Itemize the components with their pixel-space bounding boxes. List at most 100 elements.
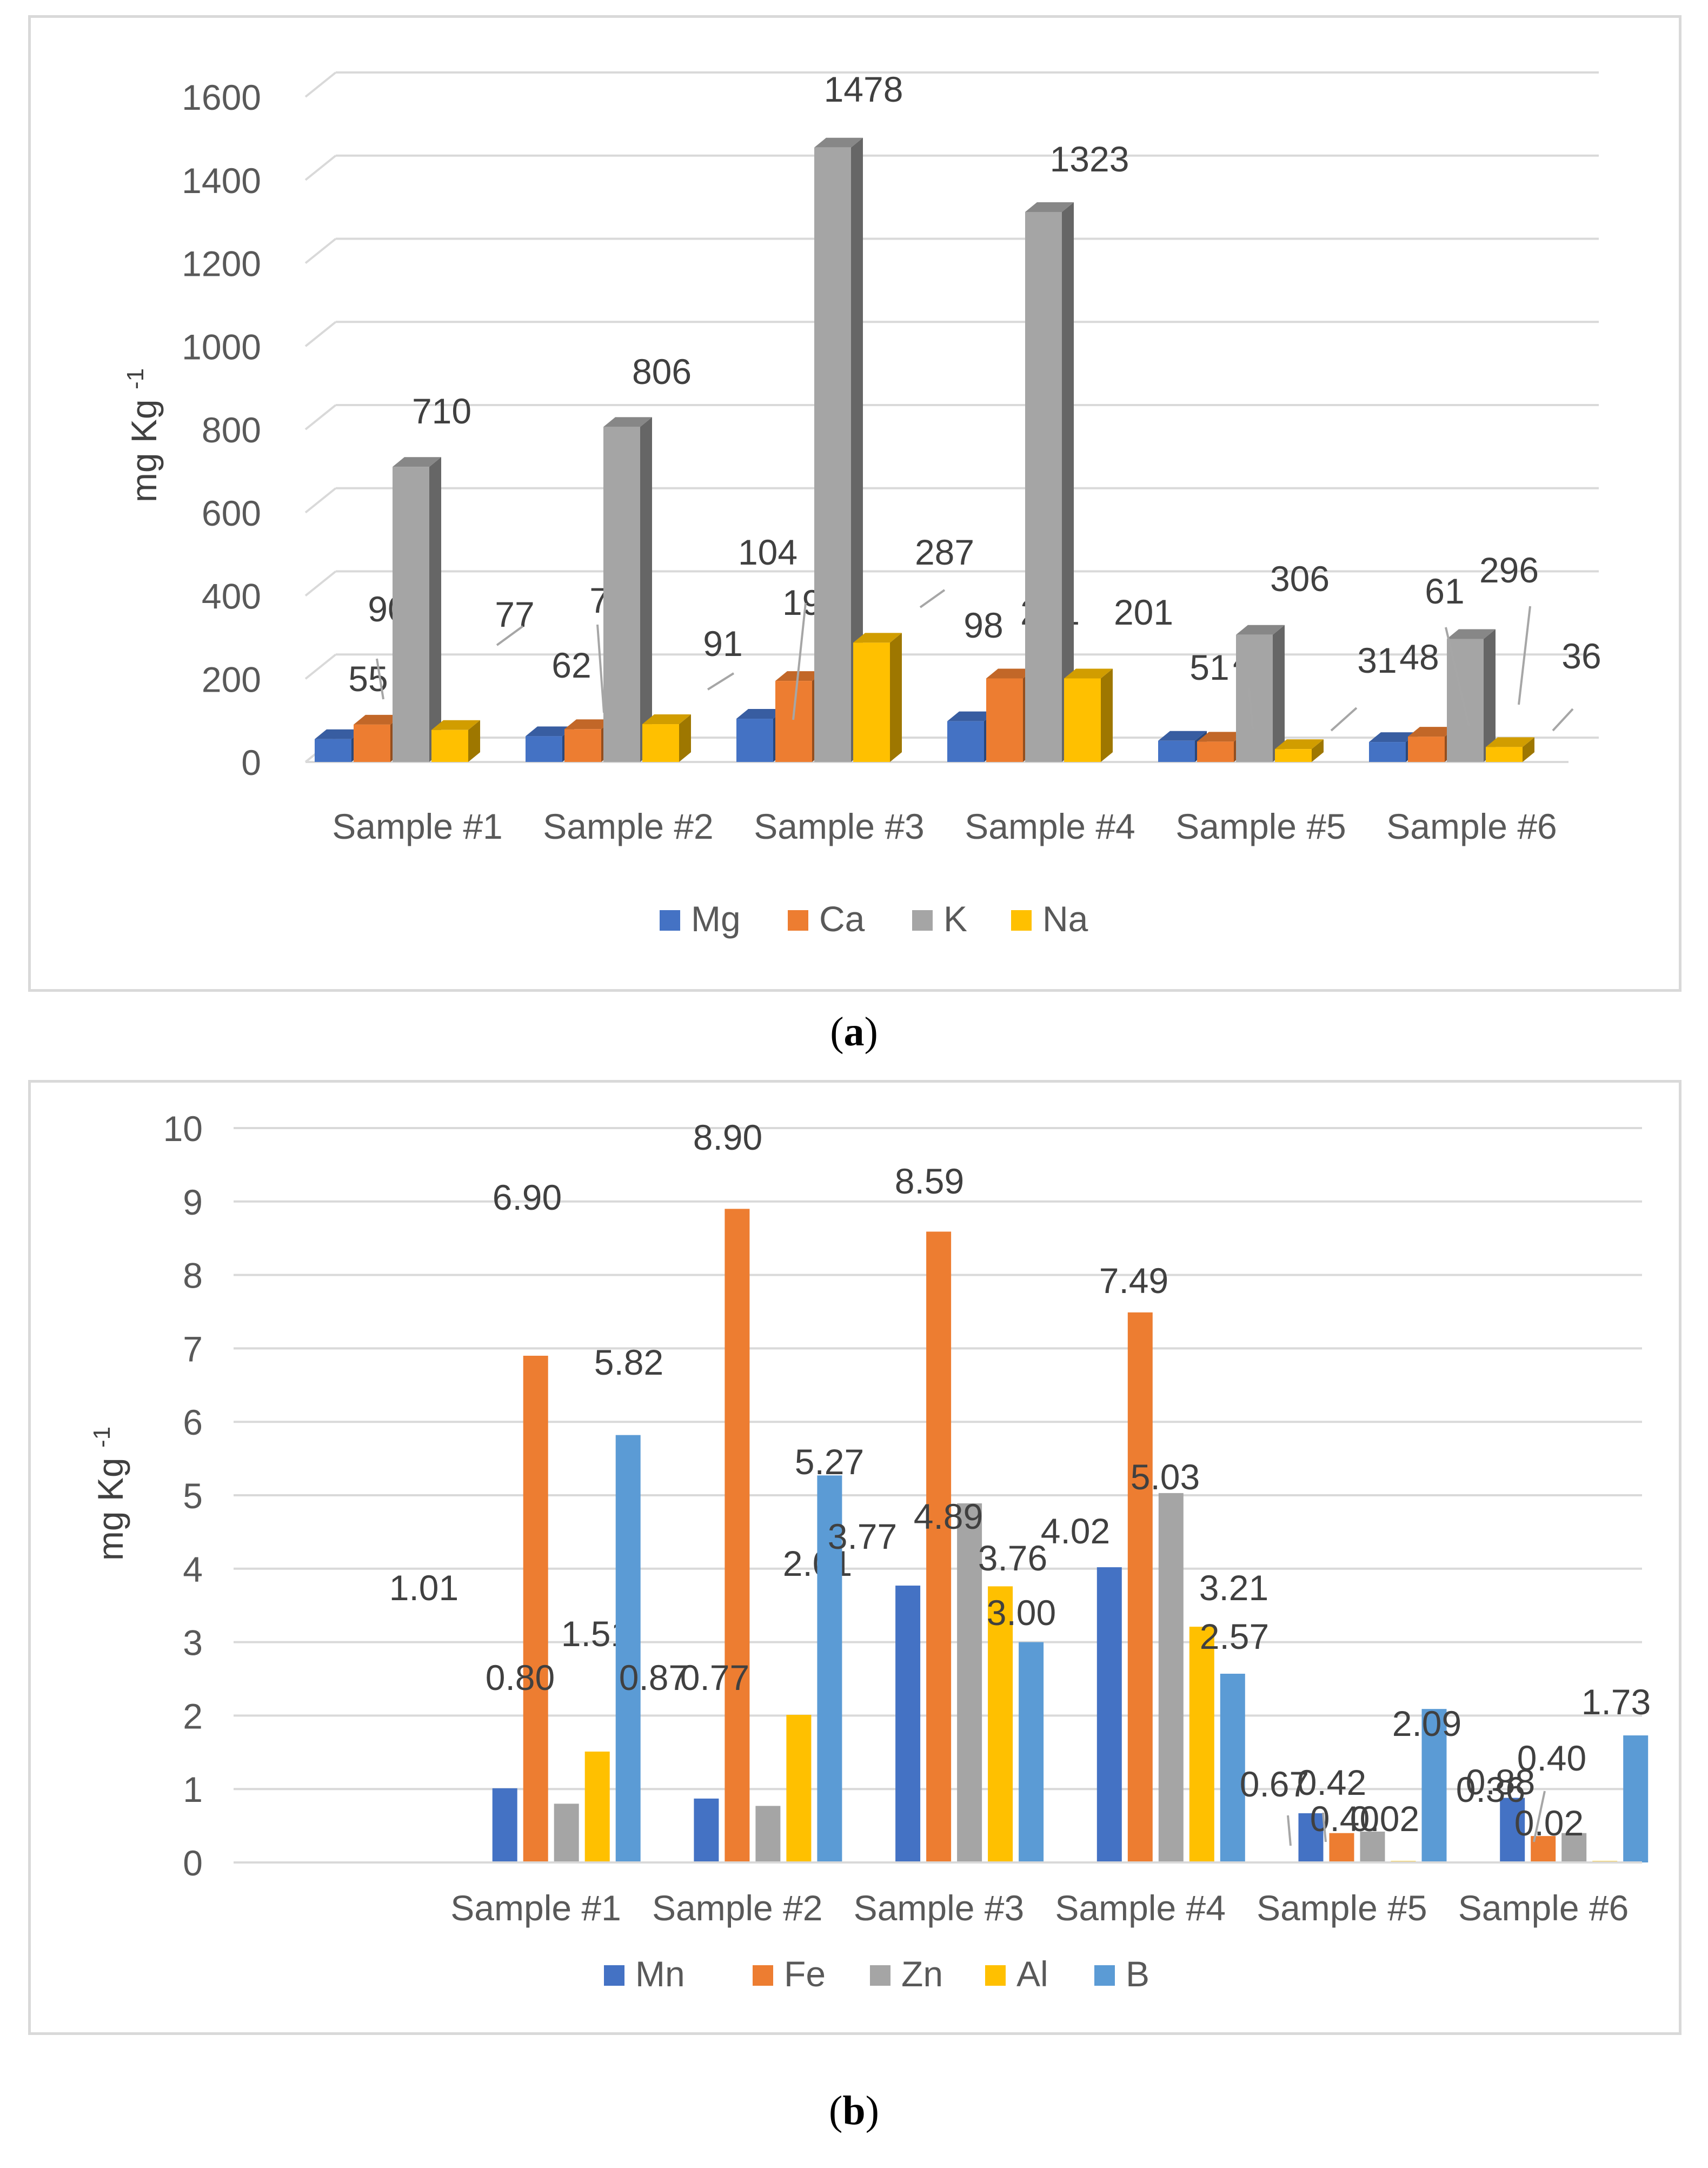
x-tick-label: Sample #2	[652, 1888, 823, 1928]
bar-mn	[492, 1788, 517, 1862]
leader-line	[1248, 688, 1254, 730]
data-label: 0.40	[1517, 1738, 1586, 1778]
legend-label-ca: Ca	[819, 899, 865, 939]
chart-b-panel: 0 1 2 3 4 5 6 7 8 9 10 mg Kg -1 1.01 6.90 0.80 1.51 5.82…	[28, 1080, 1682, 2035]
bar-side-na	[890, 633, 902, 762]
gridline-diagonal	[304, 71, 337, 98]
bar-na	[1275, 749, 1312, 762]
legend-swatch-mn	[604, 1965, 624, 1986]
bar-b	[1019, 1642, 1044, 1862]
bar-k	[1236, 634, 1273, 762]
legend-swatch-na	[1011, 910, 1032, 931]
caption-a: (a)	[830, 1009, 878, 1055]
leader-line	[1533, 1791, 1546, 1842]
x-tick-label: Sample #5	[1257, 1888, 1427, 1928]
data-label: 3.77	[828, 1516, 897, 1556]
bar-mg	[947, 721, 984, 762]
legend-label-fe: Fe	[784, 1954, 826, 1994]
legend-label-mn: Mn	[635, 1954, 685, 1994]
x-tick-label: Sample #3	[754, 806, 925, 846]
bar-na	[642, 724, 679, 762]
gridline-diagonal	[304, 321, 337, 347]
bar-top-ca	[564, 719, 613, 730]
y-tick-label: 0	[241, 742, 261, 783]
bar-fe	[1127, 1312, 1153, 1862]
gridline-diagonal	[304, 653, 337, 680]
legend-swatch-al	[985, 1965, 1006, 1986]
gridline-diagonal	[304, 237, 337, 264]
bar-fe	[1329, 1833, 1354, 1862]
bar-top-mg	[736, 709, 785, 719]
legend-swatch-k	[912, 910, 933, 931]
data-label: 48	[1399, 637, 1439, 677]
gridline-diagonal	[304, 155, 337, 181]
data-label: 2.57	[1200, 1616, 1269, 1656]
leader-line	[376, 658, 384, 700]
y-tick-label: 9	[183, 1182, 203, 1222]
bar-ca	[354, 724, 390, 762]
y-tick-label: 1200	[182, 244, 261, 284]
bar-top-na	[1486, 737, 1534, 747]
y-tick-label: 1400	[182, 161, 261, 201]
bar-mg	[1369, 742, 1406, 762]
leader-line	[919, 589, 946, 608]
bar-top-ca	[775, 671, 824, 681]
data-label: 0.36	[1456, 1769, 1525, 1809]
bar-na	[1064, 678, 1101, 762]
data-label: 1323	[1050, 139, 1129, 179]
data-label: 8.59	[895, 1161, 964, 1201]
data-label: 0.77	[680, 1658, 749, 1698]
data-label: 0.42	[1297, 1762, 1366, 1802]
legend-label-mg: Mg	[691, 899, 741, 939]
y-tick-label: 1	[183, 1769, 203, 1809]
data-label: 4.02	[1041, 1511, 1110, 1551]
bar-top-mg	[1158, 731, 1207, 741]
bar-top-mg	[1369, 732, 1418, 742]
bar-top-na	[1064, 668, 1113, 679]
bar-k	[814, 147, 851, 763]
bar-al	[1189, 1627, 1214, 1862]
bar-b	[817, 1475, 842, 1862]
bar-k	[1025, 211, 1062, 763]
bar-top-na	[853, 633, 902, 643]
bar-fe	[523, 1355, 548, 1862]
bar-zn	[1158, 1493, 1184, 1862]
data-label: 1.01	[389, 1568, 458, 1608]
bar-fe	[725, 1209, 750, 1862]
bar-k	[603, 427, 640, 762]
legend-label-zn: Zn	[901, 1954, 943, 1994]
leader-line	[1330, 707, 1358, 732]
bar-b	[1421, 1709, 1447, 1862]
bar-al	[988, 1586, 1013, 1862]
data-label: 3.21	[1199, 1568, 1268, 1608]
bar-mn	[895, 1586, 921, 1862]
bar-k	[393, 467, 429, 762]
bar-top-k	[1236, 625, 1285, 635]
legend-label-na: Na	[1042, 899, 1088, 939]
x-tick-label: Sample #2	[543, 806, 714, 846]
bar-top-k	[1447, 629, 1496, 639]
bar-side-na	[1523, 737, 1534, 762]
bar-mn	[1500, 1798, 1525, 1862]
bar-side-k	[1273, 625, 1285, 762]
x-tick-label: Sample #6	[1458, 1888, 1629, 1928]
data-label: 98	[963, 605, 1003, 645]
legend-swatch-fe	[753, 1965, 773, 1986]
bar-na	[431, 730, 468, 762]
x-tick-label: Sample #1	[332, 806, 503, 846]
gridline-diagonal	[304, 404, 337, 430]
bar-top-k	[814, 137, 863, 148]
bar-ca	[986, 678, 1023, 762]
y-tick-label: 5	[183, 1476, 203, 1516]
y-tick-label: 8	[183, 1256, 203, 1296]
bar-top-na	[431, 720, 480, 730]
legend-label-k: K	[943, 899, 967, 939]
bar-top-mg	[315, 729, 363, 739]
bar-side-k	[1062, 202, 1074, 763]
y-tick-label: 2	[183, 1696, 203, 1736]
y-tick-label: 3	[183, 1623, 203, 1663]
legend-swatch-b	[1094, 1965, 1115, 1986]
legend-label-al: Al	[1016, 1954, 1048, 1994]
bar-ca	[1197, 741, 1234, 762]
data-label: 306	[1270, 559, 1330, 599]
